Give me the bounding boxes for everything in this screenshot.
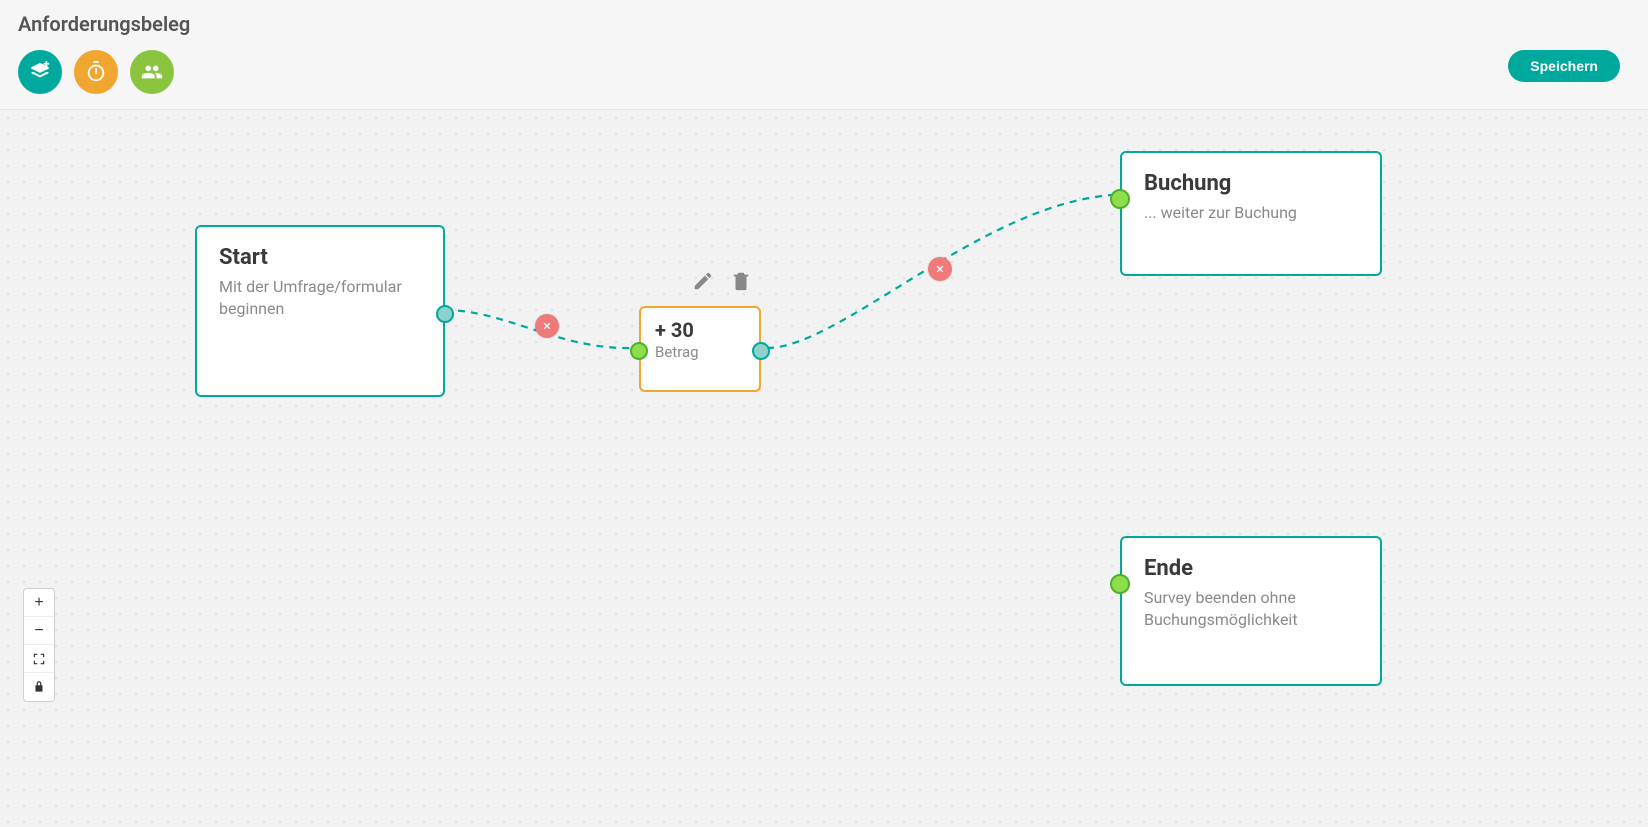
- stopwatch-icon: [85, 61, 107, 83]
- port-ende-in[interactable]: [1110, 574, 1130, 594]
- node-start[interactable]: Start Mit der Umfrage/formular beginnen: [195, 225, 445, 397]
- port-start-out[interactable]: [436, 305, 454, 323]
- layers-plus-icon: [29, 61, 51, 83]
- people-icon: [141, 61, 163, 83]
- node-ende-subtitle: Survey beenden ohne Buchungsmöglichkeit: [1144, 587, 1358, 630]
- node-condition-subtitle: Betrag: [655, 342, 745, 362]
- node-ende-title: Ende: [1144, 556, 1358, 581]
- zoom-lock-button[interactable]: [24, 673, 54, 701]
- zoom-controls: + −: [23, 588, 55, 702]
- edges-layer: [0, 110, 1648, 827]
- edit-icon[interactable]: [692, 270, 714, 292]
- toolbar-timer-button[interactable]: [74, 50, 118, 94]
- port-condition-in[interactable]: [630, 342, 648, 360]
- header-bar: Anforderungsbeleg Speichern: [0, 0, 1648, 110]
- node-buchung[interactable]: Buchung ... weiter zur Buchung: [1120, 151, 1382, 276]
- node-start-subtitle: Mit der Umfrage/formular beginnen: [219, 276, 421, 319]
- port-condition-out[interactable]: [752, 342, 770, 360]
- node-condition[interactable]: + 30 Betrag: [639, 306, 761, 392]
- page-title: Anforderungsbeleg: [18, 12, 1630, 36]
- node-condition-title: + 30: [655, 318, 745, 342]
- zoom-fit-button[interactable]: [24, 645, 54, 673]
- node-buchung-subtitle: ... weiter zur Buchung: [1144, 202, 1358, 224]
- close-icon: [542, 321, 552, 331]
- node-start-title: Start: [219, 245, 421, 270]
- edge-delete-condition-buchung[interactable]: [928, 257, 952, 281]
- close-icon: [935, 264, 945, 274]
- node-ende[interactable]: Ende Survey beenden ohne Buchungsmöglich…: [1120, 536, 1382, 686]
- zoom-in-button[interactable]: +: [24, 589, 54, 617]
- toolbar-group-button[interactable]: [130, 50, 174, 94]
- node-buchung-title: Buchung: [1144, 171, 1358, 196]
- toolbar: [18, 50, 1630, 94]
- save-button[interactable]: Speichern: [1508, 50, 1620, 82]
- fit-icon: [32, 652, 46, 666]
- condition-node-tools: [692, 270, 752, 292]
- port-buchung-in[interactable]: [1110, 189, 1130, 209]
- lock-icon: [32, 680, 46, 694]
- trash-icon[interactable]: [730, 270, 752, 292]
- flow-canvas[interactable]: Start Mit der Umfrage/formular beginnen …: [0, 110, 1648, 827]
- edge-delete-start-condition[interactable]: [535, 314, 559, 338]
- zoom-out-button[interactable]: −: [24, 617, 54, 645]
- toolbar-layers-button[interactable]: [18, 50, 62, 94]
